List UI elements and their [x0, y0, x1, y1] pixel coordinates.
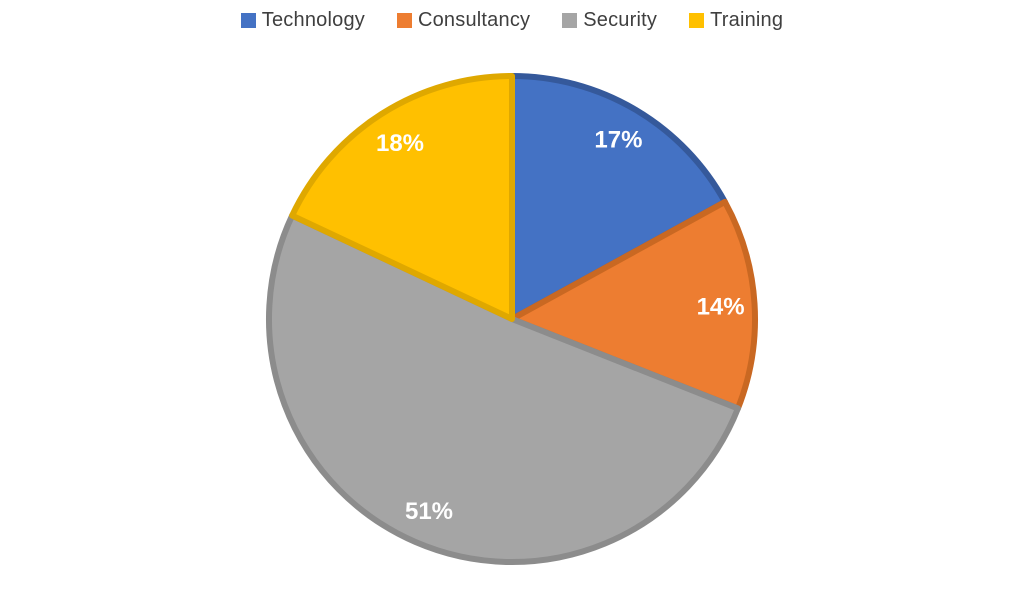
- legend-swatch-technology-icon: [240, 13, 256, 28]
- legend-label-security: Security: [583, 9, 658, 31]
- slice-label-consultancy: 14%: [697, 293, 745, 320]
- legend-swatch-security-icon: [562, 13, 578, 28]
- pie-slice-training: [289, 73, 515, 322]
- legend-item-training: Training: [689, 9, 783, 32]
- legend-item-consultancy: Consultancy: [396, 9, 531, 32]
- legend-swatch-training-icon: [689, 13, 705, 28]
- slice-label-training: 18%: [376, 130, 424, 157]
- slice-label-technology: 17%: [594, 127, 642, 154]
- legend-label-consultancy: Consultancy: [417, 9, 531, 31]
- pie-slice-consultancy: [509, 198, 758, 412]
- pie-slice-security: [266, 212, 741, 565]
- legend-label-technology: Technology: [261, 9, 365, 31]
- legend-item-security: Security: [562, 9, 657, 32]
- legend-label-training: Training: [710, 9, 784, 31]
- legend-swatch-consultancy-icon: [396, 13, 412, 28]
- slice-label-security: 51%: [405, 498, 453, 525]
- pie-slice-technology: [509, 73, 728, 322]
- legend-item-technology: Technology: [240, 9, 365, 32]
- chart-legend: Technology Consultancy Security Training: [0, 9, 1024, 32]
